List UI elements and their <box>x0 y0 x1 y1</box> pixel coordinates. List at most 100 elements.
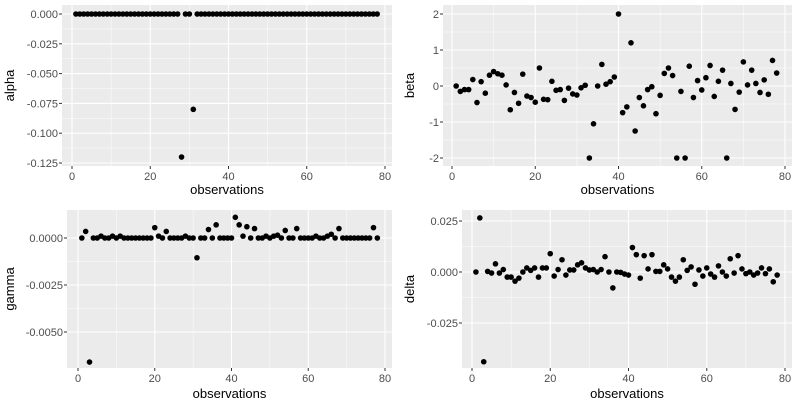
plot-background <box>67 210 392 368</box>
x-tick-label: 80 <box>779 373 791 385</box>
data-point <box>504 274 511 280</box>
data-point <box>144 235 150 241</box>
data-point <box>335 11 341 17</box>
data-point <box>249 11 255 17</box>
data-point <box>241 11 247 17</box>
data-point <box>257 11 263 17</box>
data-point <box>607 78 613 85</box>
data-point <box>143 11 150 17</box>
data-point <box>125 235 131 241</box>
data-point <box>151 11 157 17</box>
data-point <box>673 155 680 161</box>
data-point <box>139 11 146 17</box>
data-point <box>190 106 197 113</box>
y-tick-label: 0.000 <box>30 9 58 21</box>
data-point <box>121 235 127 241</box>
data-point <box>723 273 730 279</box>
data-point <box>167 235 173 241</box>
data-point <box>104 11 111 17</box>
data-point <box>532 99 539 105</box>
data-point <box>567 267 573 273</box>
data-point <box>624 104 630 110</box>
y-tick-label: 1 <box>433 45 439 57</box>
data-point <box>221 11 228 17</box>
data-point <box>194 254 200 261</box>
data-point <box>753 80 759 87</box>
data-point <box>473 269 479 275</box>
y-tick-label: -0.050 <box>27 69 58 81</box>
data-point <box>251 225 258 232</box>
x-tick-label: 60 <box>696 171 708 183</box>
data-point <box>739 266 745 272</box>
data-point <box>496 270 503 276</box>
x-axis-title: observations <box>193 386 267 401</box>
data-point <box>323 11 330 17</box>
data-point <box>253 11 259 17</box>
data-point <box>292 11 298 17</box>
data-point <box>297 235 304 241</box>
panel-delta: 0 20 40 60 80 0.025 0.000 -0.025 observations del… <box>402 210 792 401</box>
data-point <box>178 154 185 160</box>
data-point <box>186 235 193 241</box>
y-tick-label: -1 <box>429 117 439 129</box>
data-point <box>490 68 497 75</box>
data-point <box>649 83 655 90</box>
data-point <box>300 11 306 17</box>
y-tick-label: 2 <box>433 9 439 21</box>
y-tick-label: 0 <box>433 81 439 93</box>
data-point <box>594 83 601 89</box>
data-point <box>690 94 697 101</box>
data-point <box>151 224 158 231</box>
data-point <box>539 265 546 271</box>
data-point <box>92 11 99 17</box>
data-point <box>547 250 554 257</box>
data-point <box>236 222 242 228</box>
data-point <box>553 87 559 94</box>
data-point <box>96 11 103 17</box>
data-point <box>735 252 741 259</box>
data-point <box>492 261 499 267</box>
data-point <box>174 235 181 241</box>
y-tick-label: -0.025 <box>427 318 458 330</box>
panel-alpha: 0 20 40 60 80 0.000 -0.025 -0.050 -0.075 -0.100 -0… <box>2 5 392 197</box>
data-point <box>669 72 676 79</box>
y-axis-title: beta <box>402 72 417 98</box>
data-point <box>366 235 373 241</box>
data-point <box>339 11 345 17</box>
data-point <box>465 86 472 93</box>
data-point <box>653 268 659 275</box>
data-point <box>711 93 718 100</box>
data-point <box>167 11 173 17</box>
data-point <box>147 11 154 17</box>
data-point <box>770 278 777 285</box>
data-point <box>711 274 718 280</box>
data-point <box>736 89 743 95</box>
data-point <box>766 266 773 272</box>
data-point <box>198 235 204 241</box>
data-point <box>363 235 369 241</box>
data-point <box>332 235 338 241</box>
x-tick-label: 40 <box>225 373 237 385</box>
data-point <box>245 11 251 17</box>
data-point <box>132 235 139 241</box>
data-point <box>206 11 212 17</box>
data-point <box>79 235 85 241</box>
data-point <box>194 11 200 17</box>
data-point <box>358 11 365 17</box>
data-point <box>599 61 605 68</box>
data-point <box>170 11 177 17</box>
data-point <box>286 235 292 241</box>
data-point <box>676 274 683 280</box>
data-point <box>503 82 509 88</box>
data-point <box>224 235 231 241</box>
x-tick-label: 60 <box>302 373 314 385</box>
data-point <box>198 11 204 17</box>
data-point <box>311 11 318 17</box>
data-point <box>237 11 244 17</box>
data-point <box>636 94 643 101</box>
data-point <box>209 235 216 241</box>
data-point <box>500 266 507 273</box>
data-point <box>276 11 283 17</box>
